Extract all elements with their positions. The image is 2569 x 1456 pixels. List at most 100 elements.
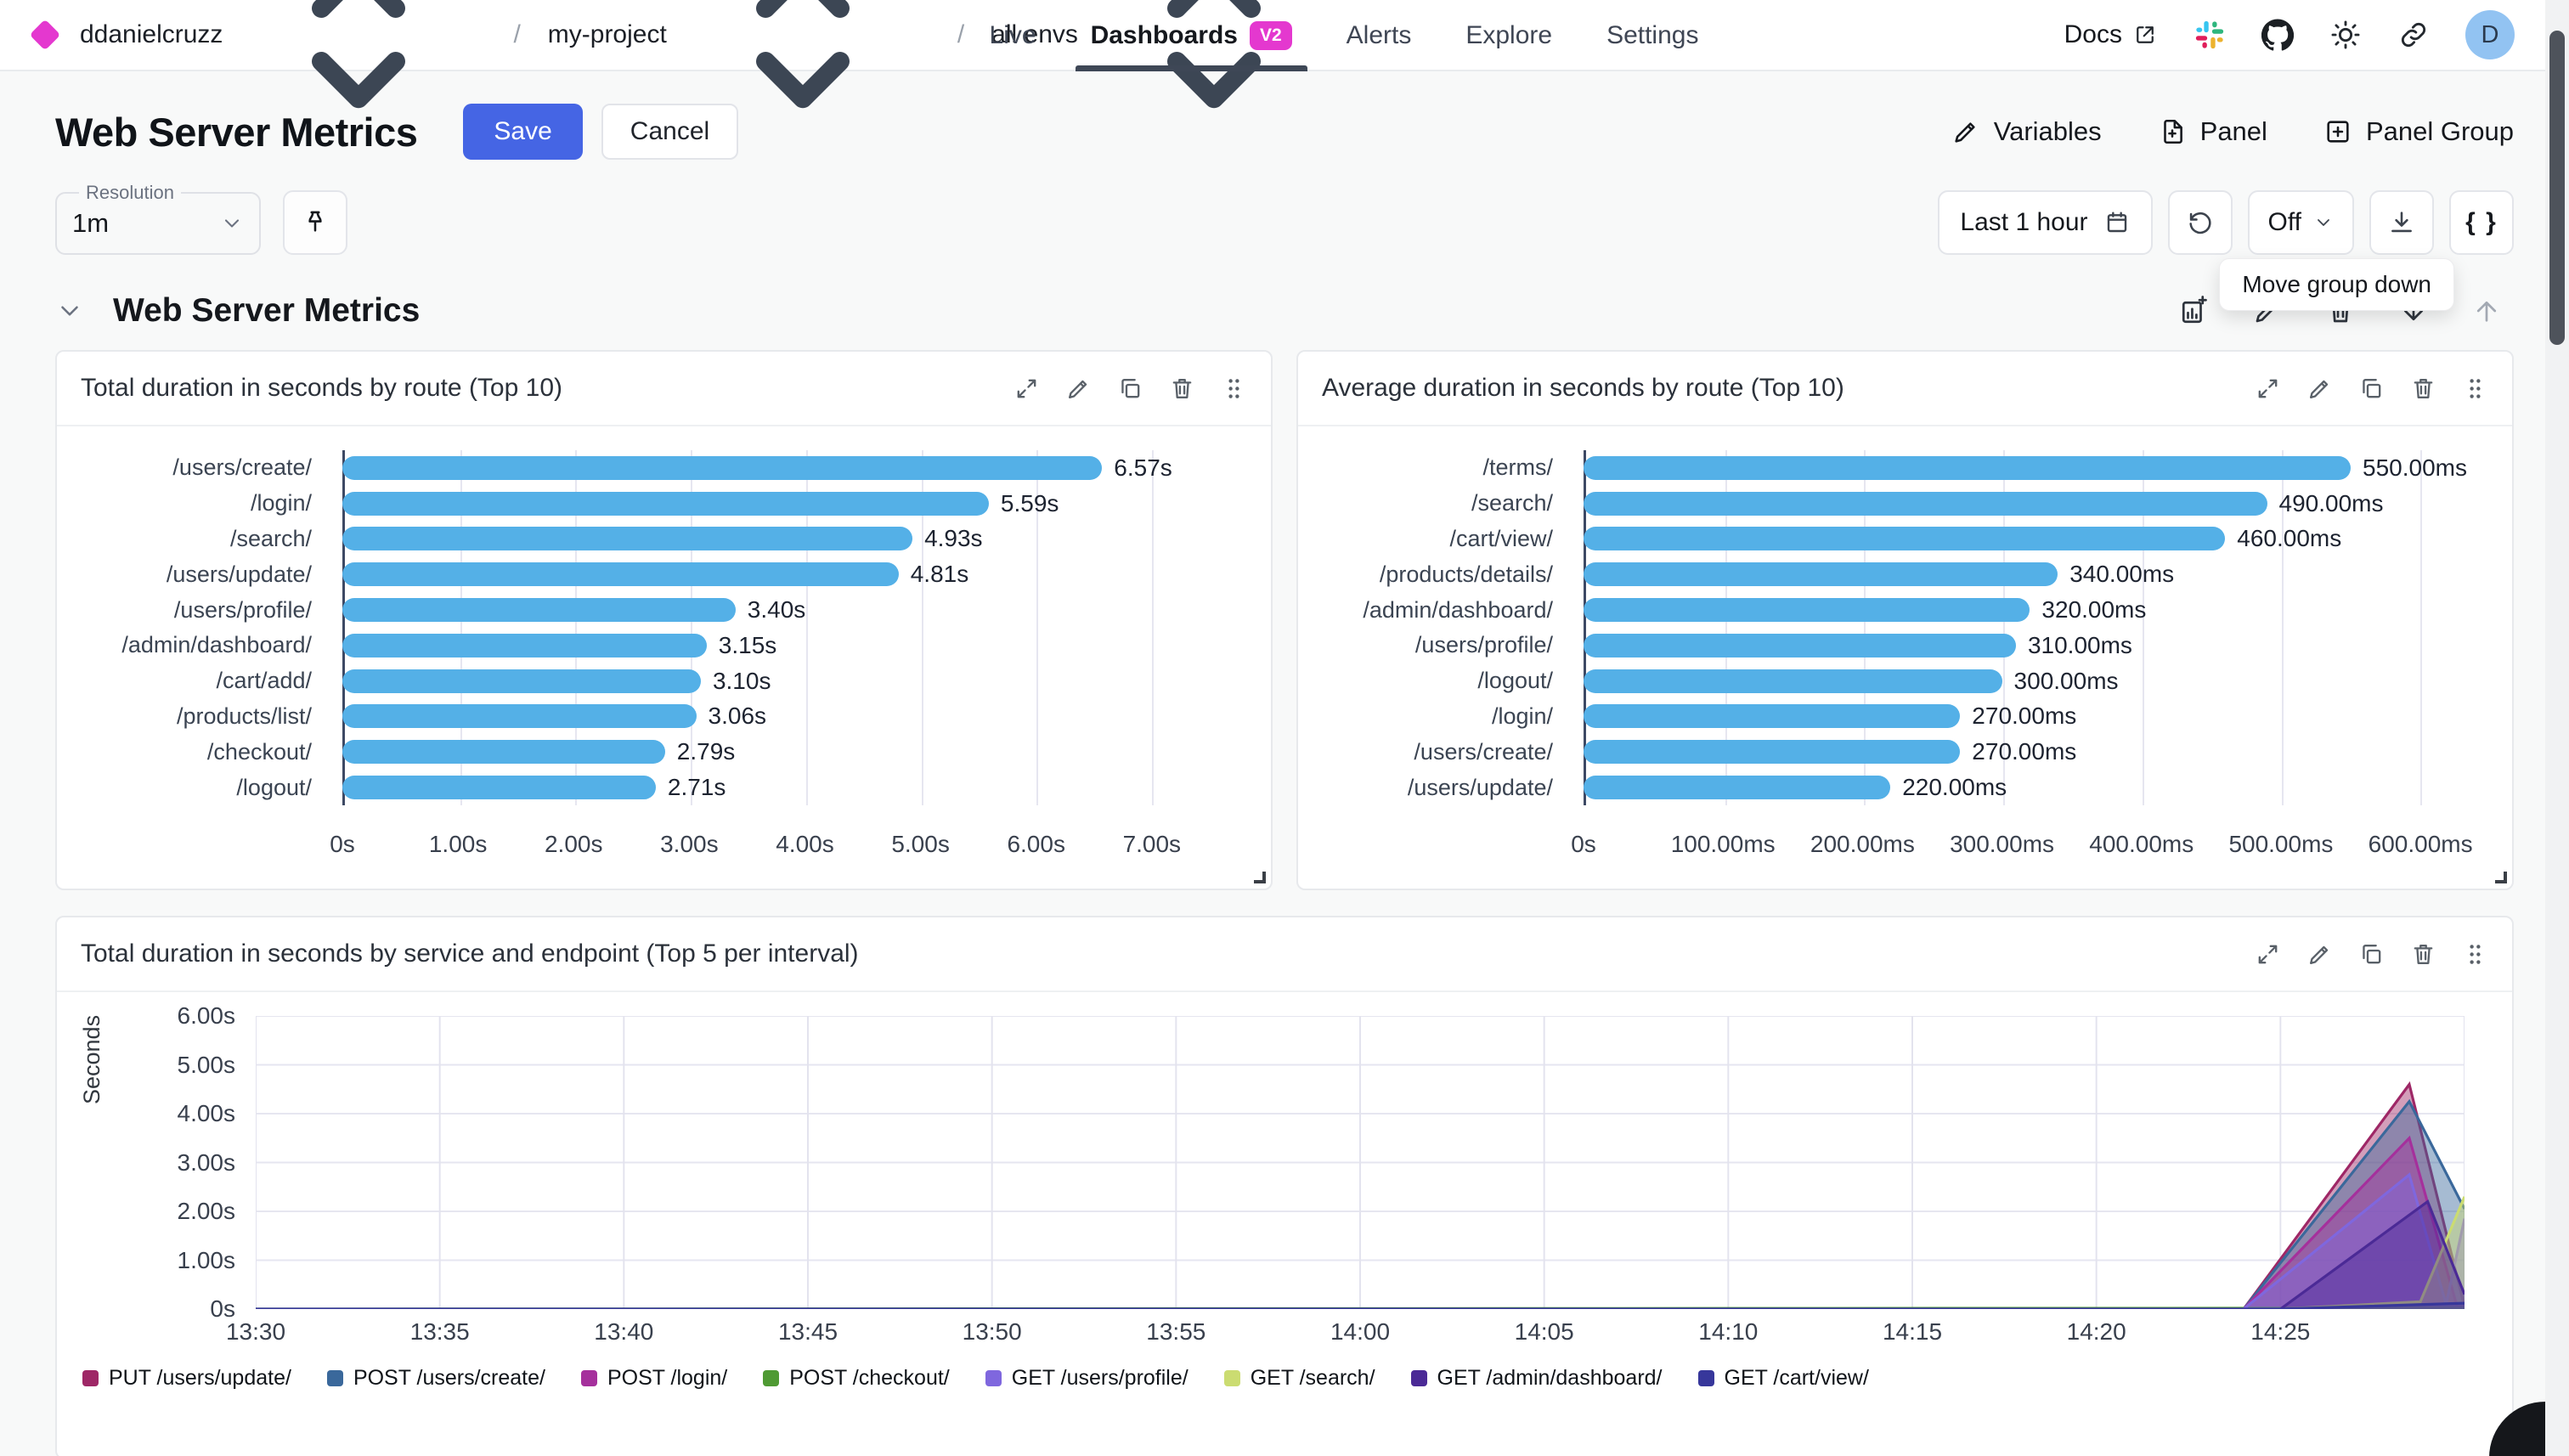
legend-item[interactable]: PUT /users/update/ — [82, 1366, 291, 1391]
bar[interactable] — [342, 704, 697, 729]
bar[interactable] — [1584, 704, 1961, 729]
auto-refresh-select[interactable]: Off — [2247, 190, 2354, 255]
series-area[interactable] — [2280, 1201, 2465, 1310]
legend-item[interactable]: GET /search/ — [1223, 1366, 1375, 1391]
pin-button[interactable] — [283, 190, 347, 255]
bar-value-label: 490.00ms — [2278, 489, 2384, 516]
cancel-button[interactable]: Cancel — [601, 104, 739, 160]
series-line[interactable] — [2279, 1199, 2465, 1310]
bar[interactable] — [342, 562, 899, 587]
scrollbar-track[interactable] — [2545, 0, 2569, 1456]
move-group-up-icon[interactable] — [2471, 296, 2502, 326]
bar[interactable] — [1584, 598, 2030, 623]
refresh-button[interactable] — [2167, 190, 2233, 255]
edit-panel-icon[interactable] — [2306, 375, 2333, 402]
x-tick-label: 500.00ms — [2228, 831, 2334, 857]
series-line[interactable] — [2242, 1135, 2465, 1309]
edit-panel-icon[interactable] — [2306, 941, 2333, 968]
add-panel-group-button[interactable]: Panel Group — [2323, 116, 2514, 147]
bar[interactable] — [342, 633, 707, 657]
bar[interactable] — [342, 527, 913, 551]
add-panel-to-group-icon[interactable] — [2179, 296, 2210, 326]
tab-explore[interactable]: Explore — [1465, 21, 1553, 49]
series-area[interactable] — [2244, 1101, 2465, 1309]
series-line[interactable] — [2242, 1081, 2465, 1310]
bar[interactable] — [342, 669, 701, 693]
series-line[interactable] — [2242, 1098, 2465, 1309]
legend-item[interactable]: GET /admin/dashboard/ — [1410, 1366, 1663, 1391]
panel-resize-handle[interactable] — [2495, 872, 2507, 883]
floating-widget[interactable] — [2379, 1400, 2498, 1456]
expand-panel-icon[interactable] — [2255, 941, 2281, 968]
legend-item[interactable]: POST /checkout/ — [763, 1366, 950, 1391]
bar[interactable] — [342, 740, 665, 765]
plot-area[interactable] — [256, 1016, 2465, 1309]
duplicate-panel-icon[interactable] — [2358, 375, 2385, 402]
add-panel-button[interactable]: Panel — [2158, 116, 2267, 147]
legend-item[interactable]: GET /users/profile/ — [985, 1366, 1189, 1391]
series-area[interactable] — [2244, 1174, 2465, 1309]
bar[interactable] — [1584, 527, 2226, 551]
delete-panel-icon[interactable] — [2410, 375, 2436, 402]
variables-button[interactable]: Variables — [1951, 116, 2102, 147]
share-link-icon[interactable] — [2397, 19, 2430, 51]
drag-handle-icon[interactable] — [1221, 375, 1247, 402]
bar[interactable] — [1584, 633, 2016, 657]
legend-item[interactable]: POST /login/ — [580, 1366, 727, 1391]
slack-icon[interactable] — [2194, 19, 2226, 51]
theme-toggle-sun-icon[interactable] — [2329, 19, 2362, 51]
legend-item[interactable]: POST /users/create/ — [326, 1366, 545, 1391]
resolution-select[interactable]: Resolution 1m — [55, 182, 261, 255]
bar-row: 320.00ms — [1584, 596, 2483, 624]
panel-group-header: Web Server Metrics — [55, 292, 2514, 330]
series-area[interactable] — [2280, 1196, 2465, 1309]
breadcrumb-org[interactable]: ddanielcruzz — [80, 0, 486, 162]
tab-live[interactable]: Live — [989, 21, 1036, 49]
scrollbar-thumb[interactable] — [2549, 31, 2565, 345]
time-range-picker[interactable]: Last 1 hour — [1938, 190, 2153, 255]
download-button[interactable] — [2369, 190, 2434, 255]
calendar-icon — [2103, 209, 2131, 236]
series-line[interactable] — [2243, 1172, 2465, 1309]
github-icon[interactable] — [2261, 19, 2294, 51]
avatar[interactable]: D — [2465, 10, 2515, 59]
collapse-group-chevron-icon[interactable] — [55, 296, 84, 325]
expand-panel-icon[interactable] — [1013, 375, 1040, 402]
json-view-button[interactable]: { } — [2449, 190, 2514, 255]
bar-value-label: 550.00ms — [2363, 454, 2467, 481]
tab-alerts[interactable]: Alerts — [1346, 21, 1412, 49]
legend-item[interactable]: GET /cart/view/ — [1697, 1366, 1869, 1391]
app-logo[interactable] — [29, 19, 61, 51]
docs-link[interactable]: Docs — [2064, 20, 2158, 49]
bar[interactable] — [1584, 740, 1961, 765]
y-tick-label: 5.00s — [177, 1051, 236, 1078]
expand-panel-icon[interactable] — [2255, 375, 2281, 402]
save-button[interactable]: Save — [463, 104, 583, 160]
duplicate-panel-icon[interactable] — [1117, 375, 1143, 402]
bar[interactable] — [1584, 562, 2058, 587]
bar[interactable] — [342, 491, 989, 516]
bar[interactable] — [342, 598, 736, 623]
drag-handle-icon[interactable] — [2462, 375, 2488, 402]
bar[interactable] — [342, 776, 656, 800]
bar[interactable] — [1584, 669, 2002, 693]
series-line[interactable] — [256, 1301, 2465, 1309]
tab-settings[interactable]: Settings — [1606, 21, 1699, 49]
series-area[interactable] — [2244, 1137, 2465, 1309]
delete-panel-icon[interactable] — [2410, 941, 2436, 968]
breadcrumb-project[interactable]: my-project — [548, 0, 930, 162]
breadcrumb-project-label: my-project — [547, 20, 667, 48]
duplicate-panel-icon[interactable] — [2358, 941, 2385, 968]
panel-resize-handle[interactable] — [1254, 872, 1266, 883]
bar[interactable] — [1584, 776, 1891, 800]
edit-panel-icon[interactable] — [1065, 375, 1092, 402]
x-tick-label: 1.00s — [428, 831, 488, 857]
bar[interactable] — [1584, 455, 2352, 480]
bar[interactable] — [1584, 491, 2267, 516]
drag-handle-icon[interactable] — [2462, 941, 2488, 968]
breadcrumb-env[interactable]: all envs — [991, 0, 1341, 162]
chevron-down-icon — [2313, 212, 2334, 233]
tab-dashboards[interactable]: Dashboards V2 — [1075, 0, 1307, 71]
delete-panel-icon[interactable] — [1169, 375, 1195, 402]
bar[interactable] — [342, 455, 1103, 480]
